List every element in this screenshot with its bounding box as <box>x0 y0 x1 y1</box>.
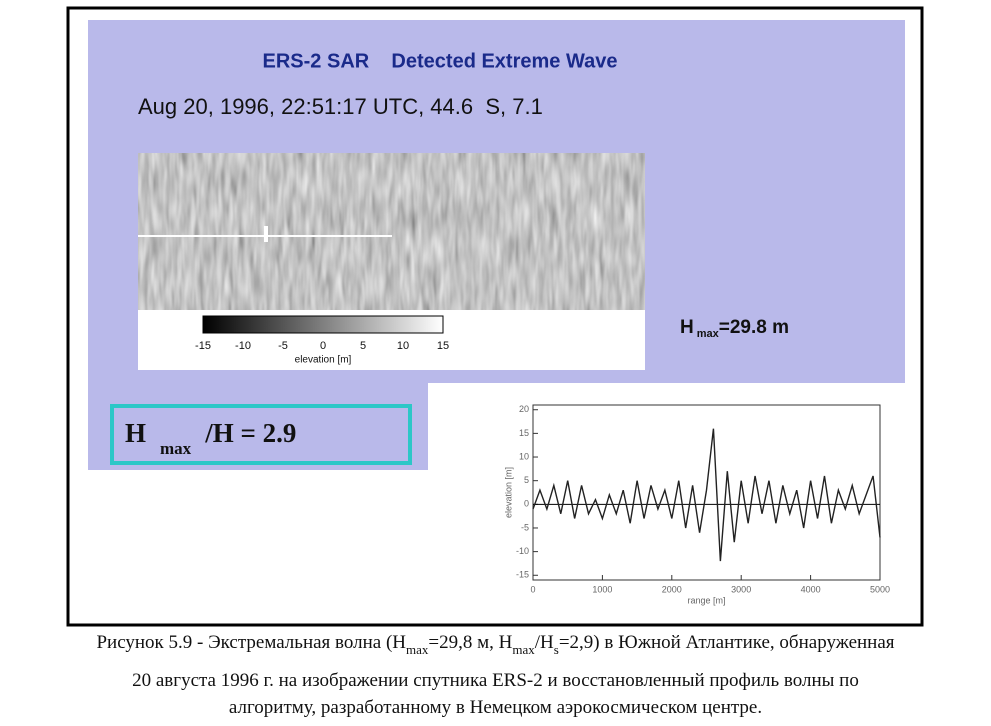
caption-text: =2,9) в Южной Атлантике, обнаруженная <box>558 632 895 653</box>
caption-text: /H <box>534 632 554 653</box>
caption-3: алгоритму, разработанному в Немецком аэр… <box>0 697 991 719</box>
value: /H = 2.9 <box>204 418 296 448</box>
colorbar-tick: 5 <box>360 340 366 352</box>
ratio-box <box>110 404 412 465</box>
caption-sub: s <box>553 642 559 657</box>
x-axis-label: range [m] <box>687 595 725 605</box>
colorbar-tick: -5 <box>278 340 288 352</box>
x-tick-label: 2000 <box>662 584 682 594</box>
colorbar-tick: 15 <box>437 340 449 352</box>
caption-2: 20 августа 1996 г. на изображении спутни… <box>0 670 991 692</box>
x-tick-label: 5000 <box>870 584 890 594</box>
y-axis-label: elevation [m] <box>503 467 513 518</box>
chart: -15 -10 -5 0 5 10 15 20 0 1000 2000 3000 4000 5000 ran… <box>503 404 890 605</box>
colorbar-tick: 10 <box>397 340 409 352</box>
sar-image <box>138 153 645 310</box>
colorbar <box>202 315 444 334</box>
caption-1: Рисунок 5.9 - Экстремальная волна (Hmax=… <box>0 632 991 658</box>
colorbar-tick: -10 <box>235 340 251 352</box>
y-tick-label: 10 <box>519 451 529 461</box>
h: H <box>680 317 694 338</box>
plot-frame <box>532 404 881 581</box>
y-tick-label: 5 <box>524 475 529 485</box>
wave-profile <box>532 428 881 562</box>
caption-text: алгоритму, разработанному в Немецком аэр… <box>228 697 763 718</box>
slide-subtitle: Aug 20, 1996, 22:51:17 UTC, 44.6 S, 7.1 <box>138 94 543 119</box>
y-tick-label: -5 <box>521 522 529 532</box>
figure: ERS-2 SAR Detected Extreme Wave Aug 20, … <box>66 6 924 627</box>
colorbar-tick: -15 <box>195 340 211 352</box>
caption-text: =29,8 м, H <box>428 632 513 653</box>
y-tick-label: -10 <box>516 546 529 556</box>
wave-spot <box>264 226 268 242</box>
x-tick-label: 1000 <box>592 584 612 594</box>
y-tick-label: 15 <box>519 428 529 438</box>
y-tick-label: 0 <box>524 499 529 509</box>
sub: max <box>160 439 192 458</box>
caption-sub: max <box>512 642 535 657</box>
caption-text: 20 августа 1996 г. на изображении спутни… <box>132 670 859 691</box>
slide-title: ERS-2 SAR Detected Extreme Wave <box>263 50 618 72</box>
colorbar-label: elevation [m] <box>295 355 352 366</box>
y-tick-label: 20 <box>519 404 529 414</box>
x-tick-label: 3000 <box>731 584 751 594</box>
caption-text: Рисунок 5.9 - Экстремальная волна (H <box>96 632 407 653</box>
y-tick-label: -15 <box>516 570 529 580</box>
x-tick-label: 0 <box>530 584 535 594</box>
sub: max <box>697 328 720 340</box>
value: =29.8 m <box>719 317 789 338</box>
caption-sub: max <box>406 642 429 657</box>
h: H <box>125 418 146 448</box>
colorbar-tick: 0 <box>320 340 326 352</box>
x-tick-label: 4000 <box>801 584 821 594</box>
ratio: Hmax/H = 2.9 <box>125 418 296 458</box>
